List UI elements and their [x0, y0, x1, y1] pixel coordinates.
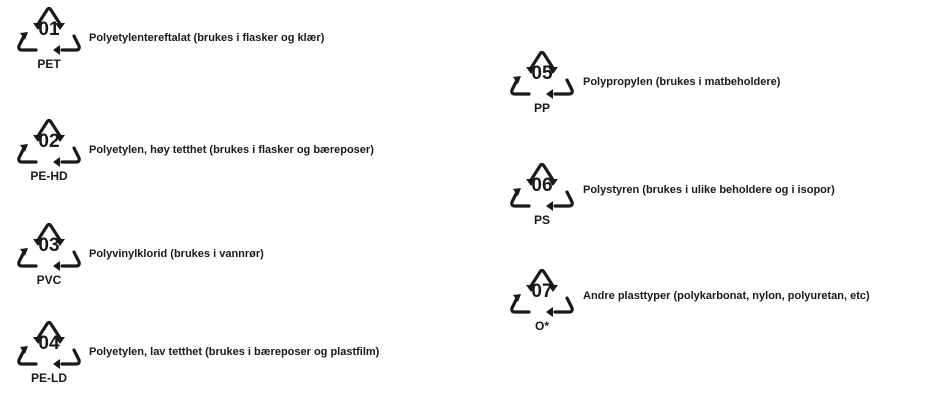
resin-code-number: 06 — [531, 175, 553, 196]
recycling-code-04: 04 PE-LD — [14, 320, 84, 386]
recycling-code-07: 07 O* — [507, 268, 577, 334]
resin-description: Polyetylen, høy tetthet (brukes i flaske… — [89, 144, 374, 156]
resin-code-number: 07 — [531, 281, 553, 302]
recycling-code-01: 01 PET — [14, 6, 84, 72]
recycling-code-02: 02 PE-HD — [14, 118, 84, 184]
resin-code-number: 03 — [38, 235, 60, 256]
resin-description: Polypropylen (brukes i matbeholdere) — [583, 76, 781, 88]
resin-description: Andre plasttyper (polykarbonat, nylon, p… — [583, 290, 870, 302]
resin-code-number: 02 — [38, 131, 60, 152]
resin-abbreviation: PET — [37, 57, 61, 71]
resin-description: Polyetylen, lav tetthet (brukes i bærepo… — [89, 346, 380, 358]
resin-abbreviation: O* — [534, 319, 549, 333]
resin-description: Polyetylentereftalat (brukes i flasker o… — [89, 32, 325, 44]
resin-code-number: 01 — [38, 19, 60, 40]
recycling-code-03: 03 PVC — [14, 222, 84, 288]
recycling-code-05: 05 PP — [507, 50, 577, 116]
resin-code-number: 05 — [531, 63, 553, 84]
resin-abbreviation: PE-HD — [30, 169, 68, 183]
resin-description: Polystyren (brukes i ulike beholdere og … — [583, 184, 835, 196]
resin-abbreviation: PE-LD — [31, 371, 67, 385]
resin-code-number: 04 — [38, 333, 60, 354]
resin-description: Polyvinylklorid (brukes i vannrør) — [89, 248, 264, 260]
resin-abbreviation: PS — [533, 213, 550, 227]
resin-abbreviation: PVC — [36, 273, 62, 287]
resin-abbreviation: PP — [533, 101, 550, 115]
recycling-code-06: 06 PS — [507, 162, 577, 228]
